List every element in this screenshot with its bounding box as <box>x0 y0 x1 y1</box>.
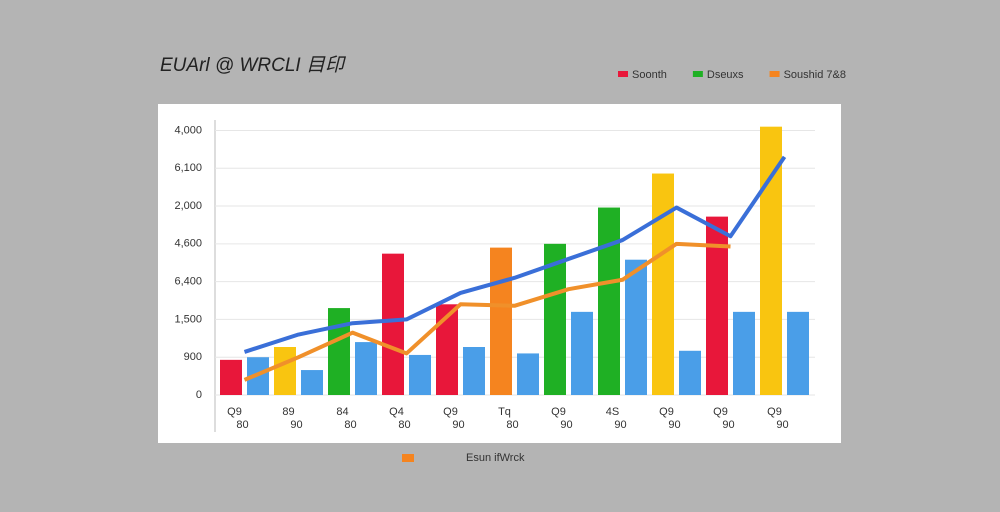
bar <box>328 308 350 395</box>
y-tick-label: 4,000 <box>174 124 202 136</box>
legend-swatch <box>769 71 780 77</box>
x-tick-line: 84 <box>336 406 348 418</box>
x-tick-line: 90 <box>776 419 788 431</box>
x-tick-label: Q9 90 <box>659 406 680 431</box>
legend-label: Soushid 7&8 <box>784 69 846 81</box>
x-tick-line: 80 <box>398 419 410 431</box>
line <box>243 155 787 354</box>
legend-label: Soonth <box>632 69 667 81</box>
x-tick-label: 84 80 <box>336 406 356 431</box>
x-tick-label: 89 90 <box>282 406 302 431</box>
y-tick-label: 4,600 <box>174 238 202 250</box>
x-tick-line: 89 <box>282 406 294 418</box>
x-tick-label: Q9 90 <box>443 406 464 431</box>
bar <box>760 126 782 395</box>
bar <box>571 311 593 395</box>
y-tick-label: 2,000 <box>174 200 202 212</box>
x-tick-line: 90 <box>290 419 302 431</box>
legend-label: Esun ifWrck <box>466 452 525 464</box>
bar <box>436 304 458 395</box>
x-tick-label: Q9 80 <box>227 406 248 431</box>
y-tick-label: 0 <box>196 389 202 401</box>
legend-label: Dseuxs <box>707 69 744 81</box>
x-tick-label: Q4 80 <box>389 406 410 431</box>
x-tick-label: Tq 80 <box>498 406 519 431</box>
y-tick-label: 1,500 <box>174 313 202 325</box>
x-tick-line: 90 <box>722 419 734 431</box>
legend-swatch <box>692 71 703 77</box>
chart-title: EUArl @ WRCLI 目印 <box>160 55 347 76</box>
bar <box>382 253 404 395</box>
bar <box>220 359 242 395</box>
x-tick-line: 80 <box>344 419 356 431</box>
x-tick-line: Q9 <box>551 406 566 418</box>
x-tick-line: 90 <box>560 419 572 431</box>
legend-swatch <box>402 454 414 462</box>
bar <box>355 342 377 395</box>
bar <box>274 347 296 395</box>
x-tick-line: Q9 <box>443 406 458 418</box>
y-tick-label: 6,400 <box>174 276 202 288</box>
x-tick-line: 90 <box>452 419 464 431</box>
x-tick-line: 90 <box>668 419 680 431</box>
x-tick-label: Q9 90 <box>767 406 788 431</box>
x-tick-line: Tq <box>498 406 511 418</box>
x-tick-line: 80 <box>506 419 518 431</box>
x-tick-label: Q9 90 <box>713 406 734 431</box>
x-tick-label: 4S 90 <box>606 406 627 431</box>
x-tick-line: 80 <box>236 419 248 431</box>
bar <box>733 311 755 395</box>
x-tick-line: Q9 <box>227 406 242 418</box>
y-tick-label: 900 <box>184 351 202 363</box>
x-tick-line: Q9 <box>713 406 728 418</box>
bar <box>544 243 566 395</box>
bar <box>409 354 431 395</box>
bar <box>598 207 620 395</box>
bar <box>787 311 809 395</box>
x-tick-line: 90 <box>614 419 626 431</box>
y-tick-label: 6,100 <box>174 162 202 174</box>
x-tick-line: Q9 <box>767 406 782 418</box>
bar <box>706 216 728 395</box>
bar <box>301 370 323 395</box>
x-tick-line: 4S <box>606 406 619 418</box>
line <box>243 241 731 382</box>
x-tick-line: Q9 <box>659 406 674 418</box>
bar <box>517 353 539 395</box>
bar <box>625 259 647 395</box>
bar <box>679 350 701 395</box>
x-tick-line: Q4 <box>389 406 404 418</box>
bar <box>652 173 674 395</box>
bar <box>490 247 512 395</box>
legend-swatch <box>618 71 628 77</box>
bar <box>463 347 485 395</box>
x-tick-label: Q9 90 <box>551 406 572 431</box>
